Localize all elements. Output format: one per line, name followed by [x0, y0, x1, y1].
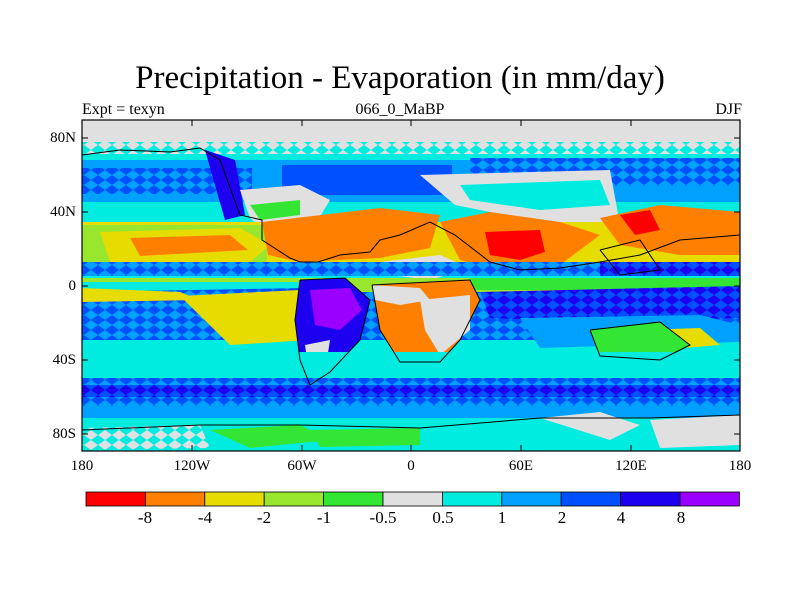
lon-label-60e: 60E	[508, 458, 534, 474]
time-label: 066_0_MaBP	[355, 101, 445, 118]
lon-label-180w: 180	[70, 458, 94, 474]
colorbar-label: 2	[557, 508, 567, 527]
experiment-label: Expt = texyn	[82, 101, 165, 118]
colorbar-label: -1	[316, 508, 332, 527]
colorbar-label: -8	[137, 508, 153, 527]
season-label: DJF	[715, 101, 742, 118]
colorbar-swatch	[144, 491, 206, 507]
colorbar-label: 4	[616, 508, 626, 527]
lon-ticks	[81, 120, 741, 451]
chart-title: Precipitation - Evaporation (in mm/day)	[135, 60, 665, 96]
lat-label-80s: 80S	[52, 426, 76, 442]
colorbar-label: 0.5	[432, 508, 454, 527]
lat-label-40n: 40N	[50, 204, 76, 220]
colorbar-label: -4	[197, 508, 213, 527]
colorbar-swatch	[679, 491, 740, 507]
lat-label-40s: 40S	[52, 352, 76, 368]
lat-ticks	[82, 137, 740, 435]
lon-label-120w: 120W	[173, 458, 211, 474]
colorbar-label: 1	[497, 508, 507, 527]
lat-label-80n: 80N	[50, 130, 76, 146]
lon-label-120e: 120E	[615, 458, 647, 474]
colorbar-swatch	[263, 491, 325, 507]
colorbar-swatch	[441, 491, 503, 507]
colorbar-swatch	[382, 491, 443, 507]
lon-label-180e: 180	[728, 458, 752, 474]
lon-label-0: 0	[407, 458, 415, 474]
colorbar-label: 8	[676, 508, 686, 527]
colorbar-swatch	[501, 491, 562, 507]
lat-label-0: 0	[68, 278, 77, 294]
colorbar-swatch	[85, 491, 146, 507]
precip-field	[82, 120, 740, 451]
colorbar-swatch	[204, 491, 265, 507]
colorbar-label: -0.5	[369, 508, 397, 527]
colorbar-swatch	[560, 491, 622, 507]
colorbar	[85, 491, 740, 507]
colorbar-swatch	[323, 491, 384, 507]
colorbar-label: -2	[256, 508, 272, 527]
coastlines	[82, 147, 740, 431]
colorbar-swatch	[620, 491, 681, 507]
lon-label-60w: 60W	[287, 458, 317, 474]
